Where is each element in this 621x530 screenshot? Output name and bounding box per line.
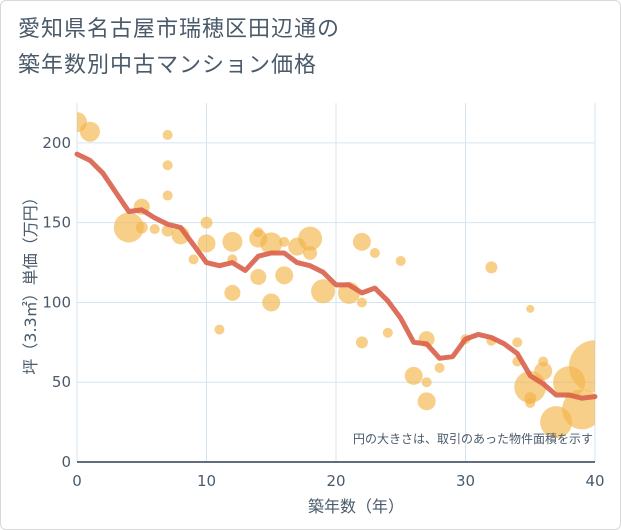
bubble-point bbox=[162, 129, 173, 140]
bubble-point bbox=[538, 356, 549, 367]
bubble-point bbox=[434, 362, 445, 373]
bubble-point bbox=[135, 221, 148, 234]
x-tick-label: 40 bbox=[585, 472, 604, 490]
bubble-point bbox=[569, 340, 595, 393]
bubble-point bbox=[260, 232, 283, 255]
bubble-point bbox=[525, 397, 536, 408]
bubble-point bbox=[421, 377, 432, 388]
x-tick-label: 20 bbox=[326, 472, 345, 490]
y-tick-label: 200 bbox=[42, 134, 71, 152]
bubble-point bbox=[512, 337, 523, 348]
bubble-point bbox=[352, 232, 371, 251]
bubble-point bbox=[534, 362, 553, 381]
chart-title-line1: 愛知県名古屋市瑞穂区田辺通の bbox=[18, 17, 341, 42]
chart-title-line2: 築年数別中古マンション価格 bbox=[18, 53, 318, 78]
x-axis-label: 築年数（年） bbox=[308, 497, 404, 516]
bubble-point bbox=[382, 327, 393, 338]
y-tick-label: 150 bbox=[42, 214, 71, 232]
x-axis-ticks: 0 10 20 30 40 bbox=[72, 472, 604, 490]
bubble-point bbox=[356, 297, 367, 308]
bubble-point bbox=[395, 255, 406, 266]
x-tick-label: 0 bbox=[72, 472, 82, 490]
bubble-point bbox=[279, 236, 290, 247]
bubble-point bbox=[188, 254, 199, 265]
bubble-point bbox=[275, 266, 294, 285]
y-tick-label: 100 bbox=[42, 293, 71, 311]
bubble-point bbox=[262, 293, 281, 312]
bubble-point bbox=[149, 224, 160, 235]
bubble-size-note: 円の大きさは、取引のあった物件面積を示す bbox=[353, 431, 593, 446]
bubble-point bbox=[303, 245, 318, 260]
bubble-point bbox=[200, 216, 213, 229]
bubble-point bbox=[162, 160, 173, 171]
bubble-point bbox=[79, 121, 100, 142]
y-tick-label: 0 bbox=[61, 453, 71, 471]
bubble-point bbox=[298, 226, 323, 251]
y-axis-ticks: 0 50 100 150 200 bbox=[42, 134, 71, 471]
bubble-point bbox=[224, 284, 241, 301]
trend-line bbox=[74, 151, 598, 401]
bubble-point bbox=[161, 224, 174, 237]
bubble-series bbox=[77, 112, 595, 439]
bubble-point bbox=[311, 279, 336, 304]
bubble-point bbox=[485, 261, 498, 274]
bubble-point bbox=[526, 304, 535, 313]
bubble-point bbox=[404, 366, 423, 385]
bubble-point bbox=[113, 212, 144, 243]
y-tick-label: 50 bbox=[52, 373, 71, 391]
x-tick-label: 10 bbox=[197, 472, 216, 490]
bubble-point bbox=[417, 392, 436, 411]
bubble-point bbox=[214, 324, 225, 335]
y-axis-label: 坪（3.3㎡）単価（万円） bbox=[21, 189, 40, 374]
bubble-point bbox=[162, 190, 173, 201]
bubble-point bbox=[369, 247, 380, 258]
bubble-point bbox=[222, 231, 243, 252]
bubble-point bbox=[250, 268, 267, 285]
x-tick-label: 30 bbox=[456, 472, 475, 490]
bubble-point bbox=[197, 234, 216, 253]
bubble-point bbox=[355, 336, 368, 349]
